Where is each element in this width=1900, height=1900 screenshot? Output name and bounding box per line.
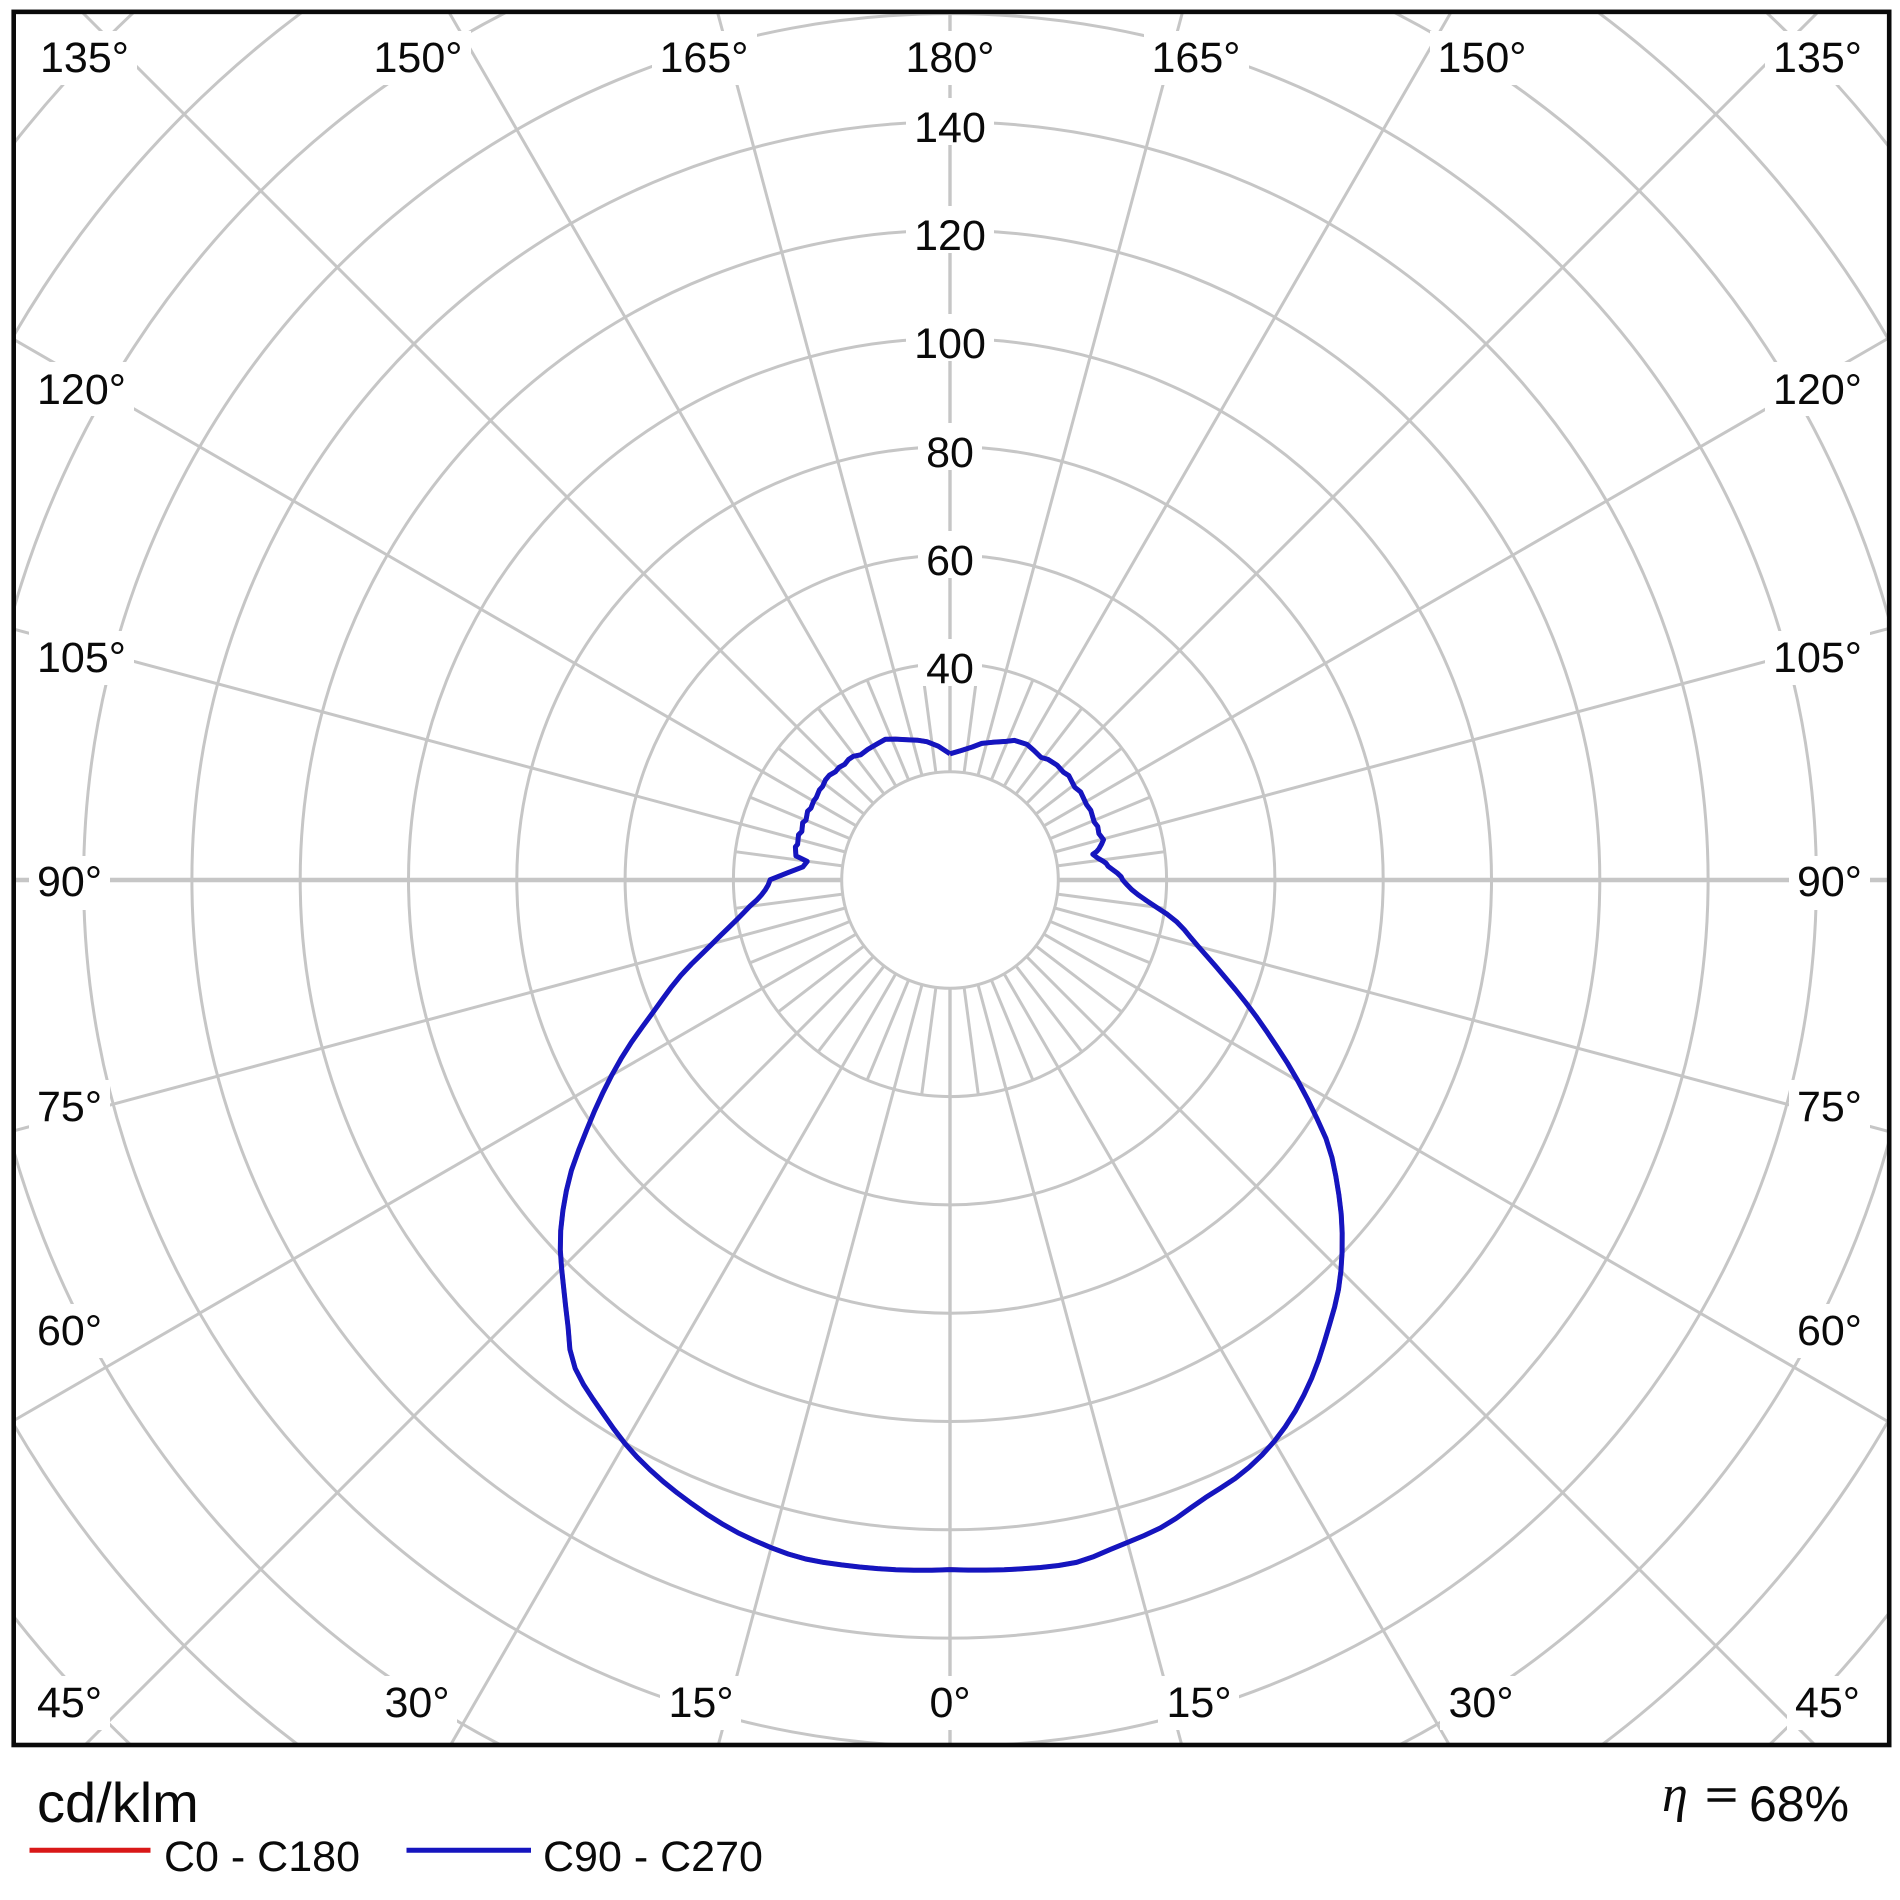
svg-text:15°: 15° [668, 1679, 733, 1727]
svg-text:60°: 60° [1797, 1307, 1862, 1355]
svg-text:165°: 165° [660, 34, 749, 82]
svg-text:75°: 75° [1797, 1083, 1862, 1131]
svg-text:C0 - C180: C0 - C180 [164, 1833, 360, 1881]
svg-text:30°: 30° [384, 1679, 449, 1727]
svg-text:150°: 150° [374, 34, 463, 82]
svg-text:135°: 135° [40, 34, 129, 82]
svg-text:90°: 90° [37, 858, 102, 906]
svg-text:60: 60 [926, 537, 974, 585]
svg-text:120°: 120° [1773, 366, 1862, 414]
svg-text:45°: 45° [1795, 1679, 1860, 1727]
svg-text:165°: 165° [1152, 34, 1241, 82]
svg-text:90°: 90° [1797, 858, 1862, 906]
svg-text:150°: 150° [1438, 34, 1527, 82]
svg-text:100: 100 [914, 320, 986, 368]
svg-text:60°: 60° [37, 1307, 102, 1355]
svg-text:120°: 120° [37, 366, 126, 414]
svg-text:68%: 68% [1749, 1776, 1849, 1832]
svg-text:105°: 105° [37, 634, 126, 682]
svg-text:105°: 105° [1773, 634, 1862, 682]
svg-text:cd/klm: cd/klm [37, 1771, 199, 1834]
svg-text:75°: 75° [37, 1083, 102, 1131]
svg-text:40: 40 [926, 645, 974, 693]
svg-text:80: 80 [926, 429, 974, 477]
svg-text:140: 140 [914, 104, 986, 152]
svg-text:135°: 135° [1773, 34, 1862, 82]
svg-text:0°: 0° [929, 1679, 970, 1727]
svg-text:45°: 45° [37, 1679, 102, 1727]
svg-text:180°: 180° [906, 34, 995, 82]
svg-text:η: η [1662, 1766, 1688, 1823]
svg-text:C90 - C270: C90 - C270 [543, 1833, 763, 1881]
svg-text:30°: 30° [1448, 1679, 1513, 1727]
svg-text:15°: 15° [1166, 1679, 1231, 1727]
svg-text:120: 120 [914, 212, 986, 260]
